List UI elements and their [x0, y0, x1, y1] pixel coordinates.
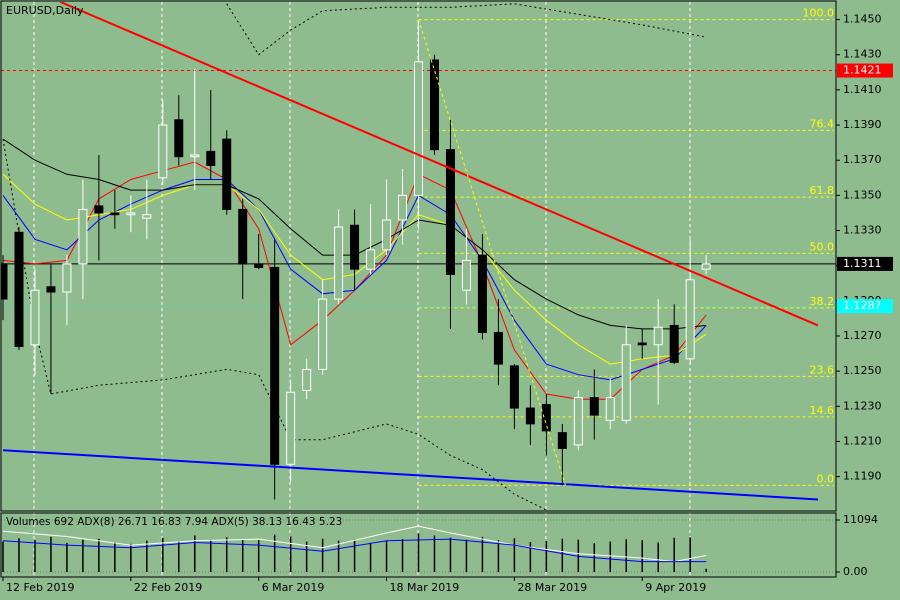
x-tick-label: 18 Mar 2019 [390, 581, 460, 594]
candle-body [414, 61, 423, 196]
x-tick-label: 6 Mar 2019 [262, 581, 325, 594]
candle-body [206, 150, 216, 166]
candle-body [701, 263, 711, 270]
trendline [60, 2, 819, 327]
candle-body [589, 397, 599, 416]
candle-body [62, 263, 72, 293]
indicator-line [2, 139, 547, 510]
fibo-label: 38.2 [810, 295, 835, 308]
candle-body [1, 263, 8, 300]
price-tag-label: 1.1311 [843, 257, 882, 270]
candle-body [509, 365, 519, 409]
candle-body [302, 368, 312, 391]
candle-body [222, 138, 232, 210]
fibo-label: 50.0 [810, 240, 835, 253]
price-tag-label: 1.1287 [843, 299, 882, 312]
fibo-label: 76.4 [810, 117, 835, 130]
candle-body [637, 342, 647, 346]
candle-body [382, 219, 392, 251]
price-tag [837, 299, 893, 314]
y-tick-label: 1.1330 [843, 224, 882, 237]
candle-body [525, 407, 535, 425]
fibo-label: 0.0 [817, 472, 835, 485]
indicator-panel [1, 519, 836, 573]
candle-body [493, 331, 503, 365]
y-tick-label: 1.1370 [843, 153, 882, 166]
price-tag-label: 1.1421 [843, 64, 882, 77]
candle-body [110, 212, 120, 216]
candle-body [286, 391, 296, 465]
indicator-line [226, 3, 707, 56]
sub-tick-label: 11094 [843, 513, 878, 526]
candle-body [685, 279, 695, 360]
candle-body [46, 286, 56, 293]
candle-body [429, 59, 439, 151]
candle-body [158, 124, 168, 179]
fibo-label: 61.8 [810, 184, 835, 197]
candle-body [461, 259, 471, 291]
y-tick-label: 1.1410 [843, 83, 882, 96]
candle-body [621, 344, 631, 421]
candle-body [126, 212, 136, 216]
x-tick-label: 9 Apr 2019 [645, 581, 706, 594]
indicator-frame [0, 512, 837, 578]
candle-body [445, 149, 455, 275]
y-tick-label: 1.1230 [843, 399, 882, 412]
y-tick-label: 1.1350 [843, 188, 882, 201]
y-tick-label: 1.1450 [843, 13, 882, 26]
adx-line [2, 538, 707, 563]
y-tick-label: 1.1210 [843, 434, 882, 447]
chart-title: EURUSD,Daily [6, 4, 84, 17]
candle-body [30, 289, 40, 346]
candle-body [78, 208, 88, 265]
candle-body [94, 205, 104, 214]
y-tick-label: 1.1250 [843, 364, 882, 377]
y-tick-label: 1.1190 [843, 470, 882, 483]
trendline [2, 449, 819, 501]
fibo-label: 14.6 [810, 404, 835, 417]
x-tick-label: 22 Feb 2019 [134, 581, 202, 594]
price-panel: 100.0 76.4 61.8 50.0 38.2 23.6 14.6 0.0 [1, 2, 836, 510]
candle-body [398, 194, 408, 221]
sub-tick-label: 0.00 [843, 565, 868, 578]
candle-body [541, 404, 551, 432]
indicator-label: Volumes 692 ADX(8) 26.71 16.83 7.94 ADX(… [6, 516, 342, 528]
candle-body [605, 397, 615, 421]
fibo-label: 100.0 [803, 7, 835, 20]
axes: 1.11901.12101.12301.12501.12701.12901.13… [2, 13, 893, 594]
y-tick-label: 1.1390 [843, 118, 882, 131]
y-tick-label: 1.1270 [843, 329, 882, 342]
x-tick-label: 12 Feb 2019 [6, 581, 74, 594]
candle-body [573, 397, 583, 446]
candle-body [14, 231, 24, 348]
candle-body [190, 154, 200, 158]
candle-body [669, 324, 679, 363]
indicator-line [2, 179, 707, 381]
candle-body [334, 226, 344, 300]
candle-body [653, 326, 663, 346]
candle-body [477, 254, 487, 333]
y-tick-label: 1.1430 [843, 48, 882, 61]
adx-line [2, 525, 707, 563]
price-tag [837, 256, 893, 271]
candle-body [174, 119, 184, 158]
x-tick-label: 28 Mar 2019 [517, 581, 587, 594]
candle-body [366, 249, 376, 270]
candle-body [238, 208, 248, 265]
candle-body [557, 432, 567, 449]
candle-body [318, 298, 328, 370]
price-tag [837, 63, 893, 78]
fibo-label: 23.6 [810, 363, 835, 376]
candle-body [270, 266, 280, 465]
candle-body [142, 214, 152, 219]
price-frame [0, 0, 837, 512]
candle-body [254, 263, 264, 268]
candle-body [350, 224, 360, 270]
